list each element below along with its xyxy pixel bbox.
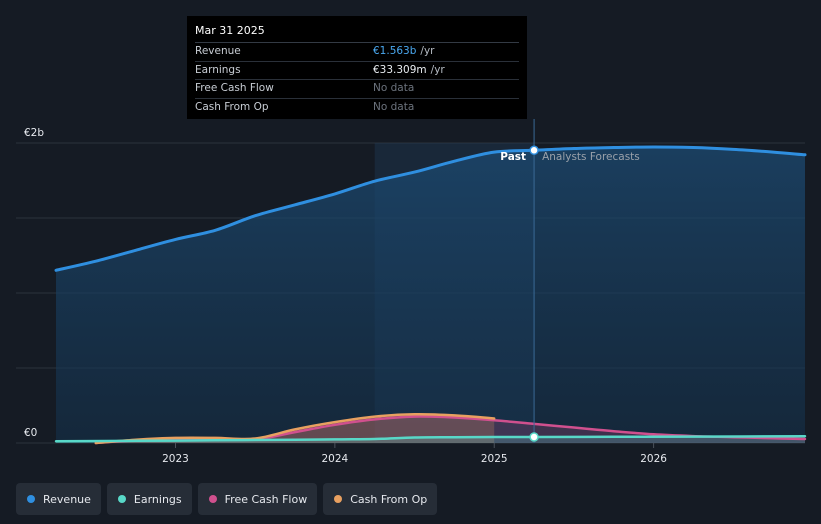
legend-label: Earnings xyxy=(133,492,182,506)
legend-dot-icon xyxy=(208,495,217,503)
tooltip-label: Earnings xyxy=(195,63,241,76)
x-tick-label: 2023 xyxy=(162,453,189,465)
legend: Revenue Earnings Free Cash Flow Cash Fro… xyxy=(16,483,438,515)
tooltip-unit: /yr xyxy=(420,45,435,57)
tooltip-row-revenue: Revenue €1.563b /yr xyxy=(195,43,519,62)
series-lines xyxy=(54,145,807,445)
past-label: Past xyxy=(500,151,526,163)
x-tick-label: 2026 xyxy=(640,453,667,465)
tooltip: Mar 31 2025 Revenue €1.563b /yr Earnings… xyxy=(187,16,527,119)
tooltip-date: Mar 31 2025 xyxy=(195,22,519,43)
tooltip-value: No data xyxy=(373,82,415,94)
tooltip-label: Free Cash Flow xyxy=(195,82,274,94)
x-axis-ticks: 2023 2024 2025 2026 xyxy=(162,443,667,465)
y-tick-label: €2b xyxy=(24,127,44,139)
forecast-label: Analysts Forecasts xyxy=(542,151,640,163)
legend-item-earnings[interactable]: Earnings xyxy=(106,483,192,515)
legend-dot-icon xyxy=(334,495,343,503)
tooltip-value: €33.309m xyxy=(373,63,427,76)
legend-item-cash-from-op[interactable]: Cash From Op xyxy=(323,483,438,515)
series-area-revenue xyxy=(56,147,805,443)
legend-dot-icon xyxy=(27,495,35,503)
series-line-cash-from-op xyxy=(94,413,496,445)
tooltip-label: Cash From Op xyxy=(195,100,269,113)
tooltip-row-cash-from-op: Cash From Op No data xyxy=(195,99,519,117)
tooltip-value: €1.563b xyxy=(373,45,417,57)
series-line-revenue xyxy=(54,145,807,272)
series-line-earnings xyxy=(54,435,807,443)
x-tick-label: 2025 xyxy=(481,453,508,465)
tooltip-row-earnings: Earnings €33.309m /yr xyxy=(195,62,519,80)
legend-label: Revenue xyxy=(43,492,91,506)
legend-label: Cash From Op xyxy=(350,492,428,506)
tooltip-row-free-cash-flow: Free Cash Flow No data xyxy=(195,80,519,99)
tooltip-label: Revenue xyxy=(195,45,241,57)
y-tick-label: €0 xyxy=(24,427,37,439)
tooltip-value: No data xyxy=(373,100,415,113)
hover-markers xyxy=(529,145,539,442)
x-tick-label: 2024 xyxy=(321,453,348,465)
legend-item-free-cash-flow[interactable]: Free Cash Flow xyxy=(197,483,318,515)
marker-earnings xyxy=(529,432,539,442)
legend-item-revenue[interactable]: Revenue xyxy=(16,483,101,515)
series-areas xyxy=(56,147,806,443)
legend-dot-icon xyxy=(117,495,126,503)
tooltip-unit: /yr xyxy=(430,63,445,76)
series-area-cash-from-op xyxy=(95,414,495,443)
marker-revenue xyxy=(529,145,539,156)
legend-label: Free Cash Flow xyxy=(224,492,308,506)
